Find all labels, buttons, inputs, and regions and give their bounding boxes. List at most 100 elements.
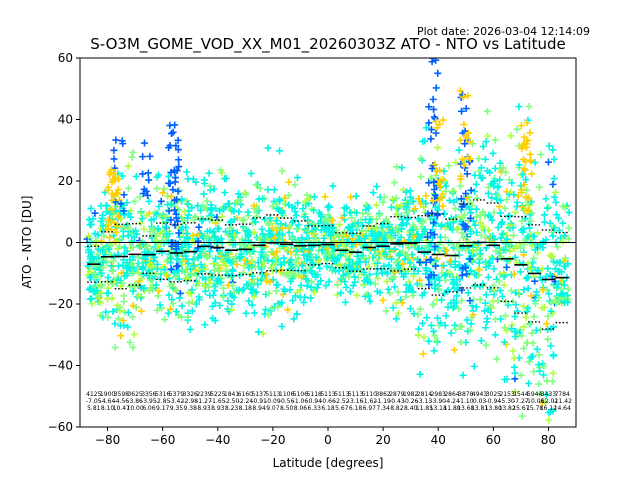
scatter-point [546,219,554,227]
scatter-point [550,224,558,232]
scatter-point [381,234,389,242]
bin-mean-label: -1.65 [210,398,226,405]
scatter-point [545,142,553,150]
scatter-point [397,233,405,241]
scatter-point [147,284,155,292]
scatter-point [498,254,506,262]
bin-count-label: 3025 [486,391,501,398]
bin-count-label: 4943 [472,391,487,398]
scatter-point [194,202,202,210]
scatter-point [351,273,359,281]
scatter-point [222,262,230,270]
scatter-point [166,121,174,129]
scatter-point [445,162,453,170]
scatter-point [174,146,182,154]
scatter-point [272,217,280,225]
scatter-point [379,198,387,206]
scatter-point [206,247,214,255]
scatter-point [195,223,203,231]
bin-std-label: 5.67 [335,405,349,412]
scatter-point [451,263,459,271]
scatter-point [181,268,189,276]
scatter-point [417,173,425,181]
scatter-point [378,269,386,277]
scatter-point [535,183,543,191]
scatter-point [416,305,424,313]
scatter-point [511,208,519,216]
scatter-point [465,158,473,166]
scatter-point [154,225,162,233]
scatter-point [183,168,191,176]
scatter-point [510,354,518,362]
scatter-point [484,183,492,191]
scatter-point [565,235,573,243]
scatter-point [372,215,380,223]
scatter-point [156,301,164,309]
scatter-point [495,277,503,285]
scatter-point [557,285,565,293]
scatter-point [448,240,456,248]
scatter-point [155,287,163,295]
scatter-point [135,292,143,300]
scatter-point [159,189,167,197]
scatter-point [229,258,237,266]
scatter-point [244,208,252,216]
scatter-point [555,214,563,222]
scatter-point [291,181,299,189]
scatter-point [471,221,479,229]
scatter-point [430,347,438,355]
scatter-point [124,232,132,240]
scatter-point [520,344,528,352]
scatter-point [266,278,274,286]
scatter-point [410,310,418,318]
scatter-point [304,195,312,203]
scatter-point [242,190,250,198]
scatter-point [114,213,122,221]
scatter-point [100,232,108,240]
scatter-point [510,245,518,253]
scatter-point [265,227,273,235]
scatter-point [420,333,428,341]
scatter-point [481,307,489,315]
bin-count-label: 5113 [265,391,280,398]
scatter-point [403,252,411,260]
scatter-point [550,155,558,163]
scatter-point [485,262,493,270]
scatter-point [238,235,246,243]
scatter-point [277,220,285,228]
scatter-point [304,237,312,245]
scatter-point [469,247,477,255]
scatter-point [559,238,567,246]
scatter-point [515,161,523,169]
scatter-point [456,276,464,284]
y-tick-label: 60 [58,51,73,65]
scatter-point [381,268,389,276]
x-tick-label: 0 [324,433,332,447]
scatter-point [544,264,552,272]
scatter-point [219,293,227,301]
scatter-point [392,315,400,323]
scatter-point [107,226,115,234]
bin-mean-label: -0.94 [306,398,322,405]
scatter-point [514,192,522,200]
scatter-point [561,232,569,240]
scatter-point [143,211,151,219]
scatter-point [443,246,451,254]
scatter-point [136,193,144,201]
scatter-point [519,170,527,178]
scatter-point [146,227,154,235]
bin-std-label: 6.97 [363,405,377,412]
scatter-point [142,259,150,267]
scatter-point [222,252,230,260]
scatter-point [537,150,545,158]
scatter-point [211,299,219,307]
scatter-point [432,58,440,64]
scatter-point [457,338,465,346]
scatter-point [174,136,182,144]
scatter-point [394,288,402,296]
scatter-point [527,265,535,273]
scatter-point [218,213,226,221]
scatter-point [138,215,146,223]
scatter-point [437,194,445,202]
scatter-point [429,95,437,103]
